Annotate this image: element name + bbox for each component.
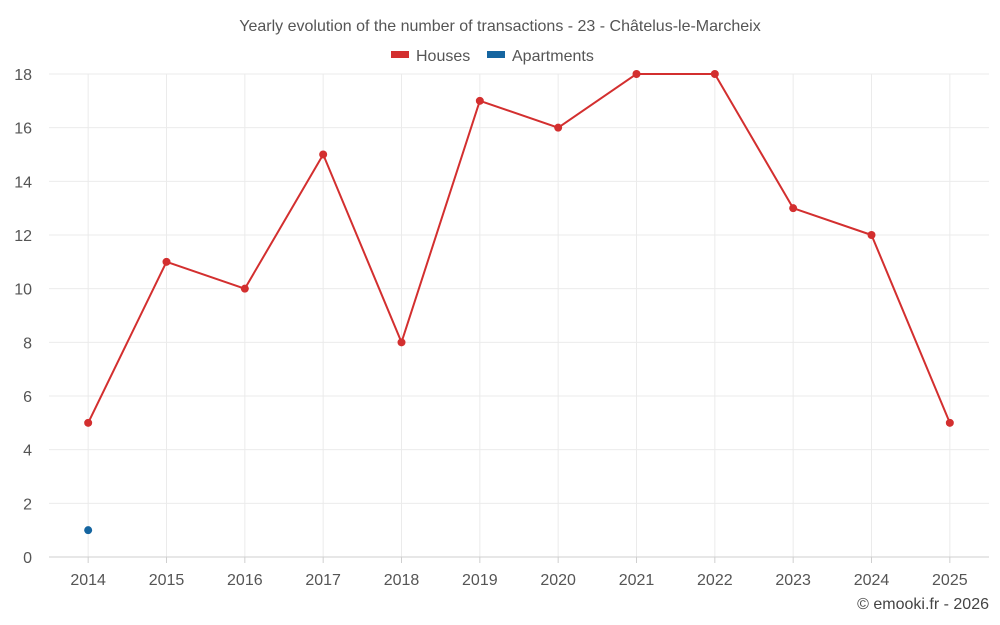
data-point-houses-2019[interactable] bbox=[475, 96, 484, 105]
legend: Houses Apartments bbox=[391, 48, 594, 65]
series-houses bbox=[84, 70, 954, 427]
legend-swatch-apartments bbox=[487, 51, 505, 58]
data-point-houses-2016[interactable] bbox=[240, 284, 249, 293]
axis-layer: 0 2 4 6 8 10 12 14 16 18 2014 2015 2016 2017 2018 2019 2… bbox=[14, 67, 989, 589]
y-tick-label: 4 bbox=[23, 443, 32, 460]
series-layer bbox=[84, 70, 954, 535]
y-tick-label: 12 bbox=[14, 228, 32, 245]
data-point-houses-2020[interactable] bbox=[554, 123, 563, 132]
y-tick-label: 0 bbox=[23, 550, 32, 567]
data-point-apartments-2014[interactable] bbox=[84, 526, 93, 535]
data-point-houses-2018[interactable] bbox=[397, 338, 406, 347]
x-tick-label: 2018 bbox=[384, 572, 420, 589]
y-tick-label: 8 bbox=[23, 335, 32, 352]
series-line-houses bbox=[87, 73, 951, 424]
x-tick-label: 2021 bbox=[619, 572, 655, 589]
data-point-houses-2021[interactable] bbox=[632, 70, 641, 78]
data-point-houses-2014[interactable] bbox=[84, 418, 93, 427]
data-point-houses-2024[interactable] bbox=[867, 231, 876, 239]
credit-text: © emooki.fr - 2026 bbox=[857, 596, 989, 613]
legend-item-houses[interactable]: Houses bbox=[391, 48, 470, 65]
y-tick-label: 14 bbox=[14, 174, 32, 191]
legend-label-houses: Houses bbox=[416, 48, 470, 65]
data-point-houses-2015[interactable] bbox=[162, 257, 171, 266]
data-point-houses-2025[interactable] bbox=[945, 418, 954, 427]
y-tick-label: 6 bbox=[23, 389, 32, 406]
x-tick-label: 2015 bbox=[149, 572, 185, 589]
y-tick-label: 18 bbox=[14, 67, 32, 84]
x-tick-label: 2016 bbox=[227, 572, 263, 589]
series-apartments bbox=[84, 526, 93, 535]
chart-title: Yearly evolution of the number of transa… bbox=[239, 18, 760, 35]
x-tick-label: 2024 bbox=[854, 572, 890, 589]
data-point-houses-2017[interactable] bbox=[319, 150, 328, 159]
data-point-houses-2022[interactable] bbox=[710, 70, 719, 78]
x-tick-label: 2019 bbox=[462, 572, 498, 589]
x-tick-label: 2020 bbox=[540, 572, 576, 589]
x-tick-label: 2014 bbox=[70, 572, 106, 589]
y-tick-label: 16 bbox=[14, 121, 32, 138]
data-point-houses-2023[interactable] bbox=[789, 204, 798, 213]
grid-layer bbox=[49, 73, 989, 557]
y-tick-label: 10 bbox=[14, 282, 32, 299]
legend-label-apartments: Apartments bbox=[512, 48, 594, 65]
x-tick-label: 2023 bbox=[775, 572, 811, 589]
y-tick-label: 2 bbox=[23, 496, 32, 513]
x-tick-label: 2022 bbox=[697, 572, 733, 589]
legend-item-apartments[interactable]: Apartments bbox=[487, 48, 594, 65]
legend-swatch-houses bbox=[391, 51, 409, 58]
x-tick-label: 2017 bbox=[305, 572, 341, 589]
x-tick-label: 2025 bbox=[932, 572, 968, 589]
